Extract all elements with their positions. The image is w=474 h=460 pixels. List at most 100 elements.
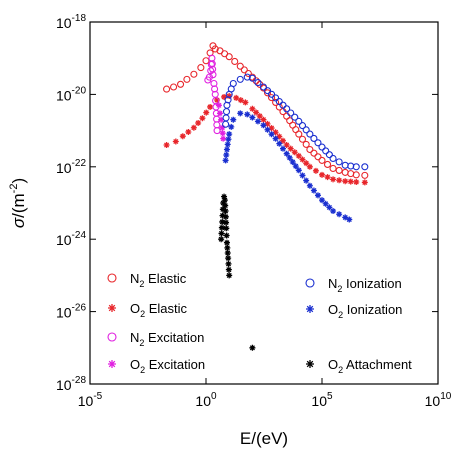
data-point [342, 178, 349, 185]
data-point [225, 136, 232, 143]
data-point [231, 57, 239, 66]
data-point [223, 219, 230, 226]
data-point [276, 140, 283, 147]
data-point [310, 187, 317, 194]
data-point [283, 142, 290, 149]
x-tick-label: 10-5 [78, 391, 103, 409]
data-point [256, 113, 263, 120]
x-tick-base: 10 [425, 393, 441, 409]
legend-label-subscript: 2 [338, 310, 343, 320]
legend-marker [108, 304, 116, 312]
data-point [264, 126, 271, 133]
data-point [220, 135, 227, 142]
data-point [272, 129, 279, 136]
data-point [303, 160, 310, 167]
legend-marker [107, 332, 117, 342]
y-tick-label: 10-26 [56, 303, 86, 321]
legend-label-main: O [328, 357, 338, 372]
data-point [260, 122, 267, 129]
data-point [243, 73, 251, 81]
legend-label: O2 Ionization [328, 302, 402, 320]
data-point [353, 179, 360, 186]
x-tick-exponent: 10 [440, 391, 452, 402]
data-point [325, 151, 333, 159]
x-tick-label: 100 [195, 391, 217, 409]
data-point [306, 145, 314, 154]
data-point [279, 145, 286, 152]
data-point [223, 232, 230, 239]
legend-marker [306, 305, 314, 313]
data-point [254, 118, 261, 125]
data-point [295, 152, 302, 159]
data-point [213, 127, 221, 135]
data-point [322, 147, 330, 155]
data-point [299, 172, 306, 179]
data-point [228, 123, 235, 130]
y-tick-label: 10-18 [56, 13, 86, 31]
data-point [226, 131, 233, 138]
legend-label-main: N [130, 330, 139, 345]
data-point [225, 260, 232, 267]
data-point [222, 108, 231, 116]
data-point [324, 174, 331, 181]
data-point [322, 200, 329, 207]
legend-label-main: O [130, 301, 140, 316]
data-point [229, 79, 237, 88]
data-point [222, 157, 229, 164]
data-point [224, 141, 231, 148]
data-point [287, 109, 295, 117]
data-point [240, 66, 248, 74]
y-tick-exponent: -28 [72, 375, 87, 386]
data-point [306, 130, 314, 138]
data-point [303, 177, 310, 184]
data-point [244, 69, 252, 78]
data-point [218, 236, 225, 243]
legend-label-main: N [328, 276, 337, 291]
y-tick-label: 10-24 [56, 230, 86, 248]
legend-marker [108, 360, 116, 368]
y-axis-label-close: ) [9, 178, 28, 184]
data-point [299, 156, 306, 163]
y-tick-base: 10 [56, 305, 72, 321]
data-point [295, 117, 303, 125]
data-point [222, 114, 230, 122]
data-point [295, 130, 303, 138]
data-point [306, 182, 313, 189]
legend-label: O2 Excitation [130, 357, 205, 375]
data-points [163, 42, 369, 351]
data-point [226, 93, 233, 100]
y-axis-label-unit: /(m [9, 193, 28, 218]
data-point [222, 208, 229, 215]
data-point [342, 214, 349, 221]
data-point [289, 159, 296, 166]
data-point [286, 154, 293, 161]
data-point [218, 224, 225, 231]
data-point [209, 71, 217, 79]
data-point [314, 139, 322, 147]
data-point [199, 115, 206, 122]
data-point [225, 255, 232, 262]
data-point [283, 105, 291, 113]
legend-label-rest: Attachment [343, 357, 412, 372]
data-point [185, 128, 192, 135]
legend-label-subscript: 2 [140, 309, 145, 319]
series-0 [163, 42, 369, 179]
y-tick-exponent: -20 [72, 85, 87, 96]
data-point [249, 105, 256, 112]
data-point [233, 94, 240, 101]
data-point [211, 45, 219, 53]
x-tick-label: 1010 [425, 391, 452, 409]
data-point [254, 79, 262, 87]
data-point [318, 143, 326, 151]
data-point [249, 344, 256, 351]
data-point [283, 150, 290, 157]
y-tick-label: 10-20 [56, 85, 86, 103]
y-tick-label: 10-22 [56, 158, 86, 176]
data-point [170, 83, 178, 91]
y-axis-label-symbol: σ [9, 217, 28, 228]
data-point [214, 97, 221, 104]
data-point [319, 171, 325, 178]
y-axis-label-exponent: -2 [8, 184, 20, 194]
